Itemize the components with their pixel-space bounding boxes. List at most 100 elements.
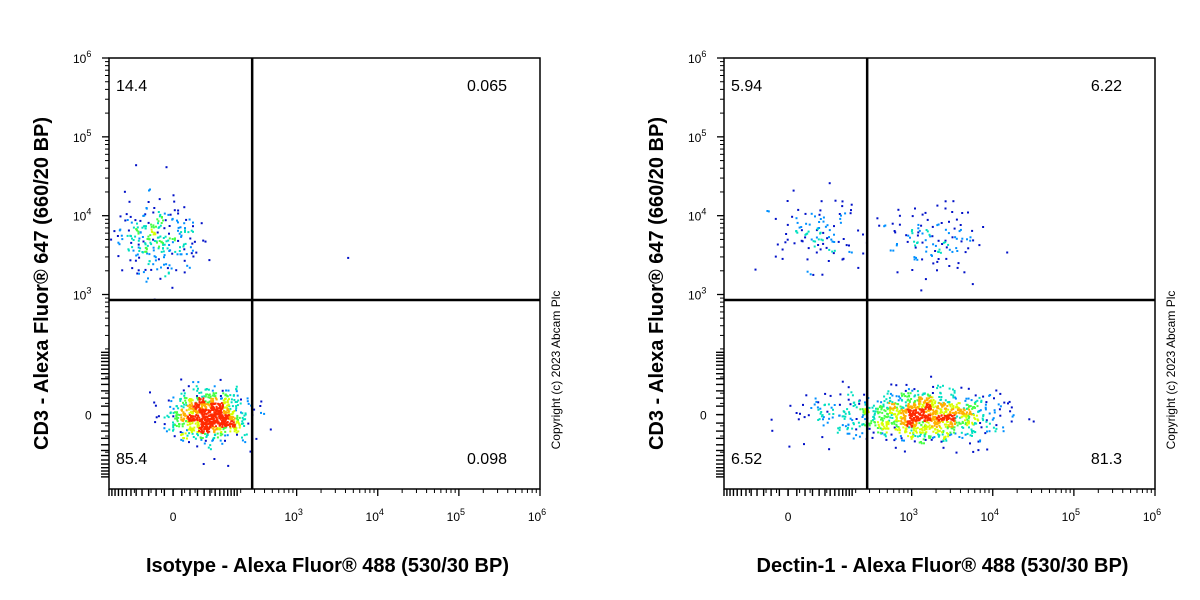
event-dot — [927, 421, 930, 424]
event-dot — [147, 201, 150, 203]
event-dot — [895, 406, 898, 409]
event-dot — [176, 253, 179, 256]
event-dot — [848, 432, 851, 435]
event-dot — [999, 392, 1002, 395]
event-dot — [137, 239, 140, 242]
event-dot — [215, 392, 218, 395]
event-dot — [984, 432, 987, 435]
event-dot — [204, 439, 207, 442]
event-dot — [911, 434, 914, 437]
event-dot — [850, 203, 853, 206]
event-dot — [194, 407, 197, 410]
event-dot — [804, 212, 807, 215]
event-dot — [982, 395, 985, 398]
event-dot — [960, 386, 963, 389]
event-dot — [188, 412, 191, 415]
event-dot — [851, 427, 854, 430]
event-dot — [205, 424, 208, 427]
event-dot — [938, 402, 941, 405]
event-dot — [917, 407, 920, 410]
event-dot — [898, 395, 900, 398]
event-dot — [220, 397, 222, 400]
event-dot — [980, 399, 983, 402]
event-dot — [909, 417, 912, 420]
event-dot — [209, 448, 212, 451]
event-dot — [825, 246, 828, 249]
event-dot — [941, 243, 944, 245]
event-dot — [189, 429, 192, 432]
event-dot — [150, 228, 153, 231]
event-dot — [904, 395, 907, 398]
event-dot — [915, 256, 917, 259]
event-dot — [211, 417, 214, 420]
event-dot — [968, 408, 971, 411]
event-dot — [878, 425, 881, 428]
event-dot — [208, 420, 211, 422]
event-dot — [246, 400, 249, 403]
event-dot — [907, 422, 910, 425]
event-dot — [946, 432, 949, 435]
event-dot — [911, 421, 914, 424]
event-dot — [197, 434, 199, 437]
event-dot — [964, 433, 967, 436]
event-dot — [156, 231, 159, 234]
event-dot — [786, 223, 789, 226]
event-dot — [238, 426, 241, 429]
event-dot — [901, 399, 904, 402]
event-dot — [913, 440, 916, 443]
event-dot — [947, 435, 950, 438]
event-dot — [979, 422, 982, 424]
event-dot — [883, 409, 886, 412]
event-dot — [237, 422, 240, 425]
event-dot — [891, 403, 894, 406]
event-dot — [185, 397, 188, 400]
event-dot — [221, 405, 224, 408]
event-dot — [912, 431, 915, 434]
x-tick-label: 104 — [981, 507, 999, 524]
event-dot — [916, 419, 919, 422]
event-dot — [820, 238, 823, 241]
event-dot — [814, 397, 817, 400]
event-dot — [953, 389, 956, 392]
event-dot — [920, 397, 923, 400]
event-dot — [845, 244, 848, 247]
event-dot — [913, 416, 915, 419]
event-dot — [893, 407, 896, 409]
event-dot — [914, 246, 917, 249]
event-dot — [212, 419, 215, 422]
event-dot — [163, 243, 166, 246]
event-dot — [223, 410, 226, 413]
event-dot — [924, 211, 927, 214]
event-dot — [189, 246, 192, 249]
event-dot — [847, 398, 850, 401]
event-dot — [127, 248, 130, 251]
event-dot — [253, 408, 256, 411]
event-dot — [152, 263, 155, 266]
copyright-notice: Copyright (c) 2023 Abcam Plc — [1164, 291, 1178, 450]
event-dot — [997, 403, 1000, 406]
event-dot — [972, 413, 975, 415]
event-dot — [919, 396, 922, 399]
event-dot — [902, 393, 905, 396]
event-dot — [918, 400, 921, 403]
event-dot — [215, 416, 218, 419]
event-dot — [828, 448, 831, 451]
event-dot — [194, 422, 197, 425]
event-dot — [219, 405, 221, 408]
event-dot — [938, 416, 941, 419]
event-dot — [244, 441, 247, 444]
event-dot — [911, 436, 914, 439]
event-dot — [954, 432, 957, 435]
event-dot — [982, 415, 985, 417]
event-dot — [888, 409, 891, 412]
event-dot — [236, 433, 238, 436]
event-dot — [213, 429, 216, 432]
event-dot — [191, 420, 194, 423]
event-dot — [934, 244, 937, 247]
event-dot — [129, 259, 132, 262]
event-dot — [181, 423, 184, 426]
event-dot — [956, 250, 959, 252]
event-dot — [925, 229, 928, 231]
event-dot — [201, 423, 204, 426]
